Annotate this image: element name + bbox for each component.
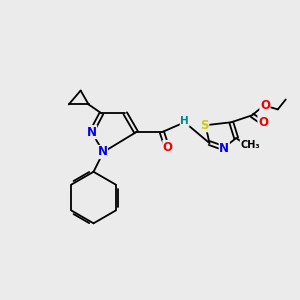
Text: N: N	[86, 126, 97, 139]
Text: H: H	[180, 116, 189, 126]
Text: S: S	[200, 119, 209, 132]
Text: O: O	[163, 140, 173, 154]
Text: N: N	[98, 146, 107, 158]
Text: CH₃: CH₃	[240, 140, 260, 150]
Text: N: N	[219, 142, 229, 154]
Text: O: O	[260, 99, 270, 112]
Text: O: O	[258, 116, 268, 129]
